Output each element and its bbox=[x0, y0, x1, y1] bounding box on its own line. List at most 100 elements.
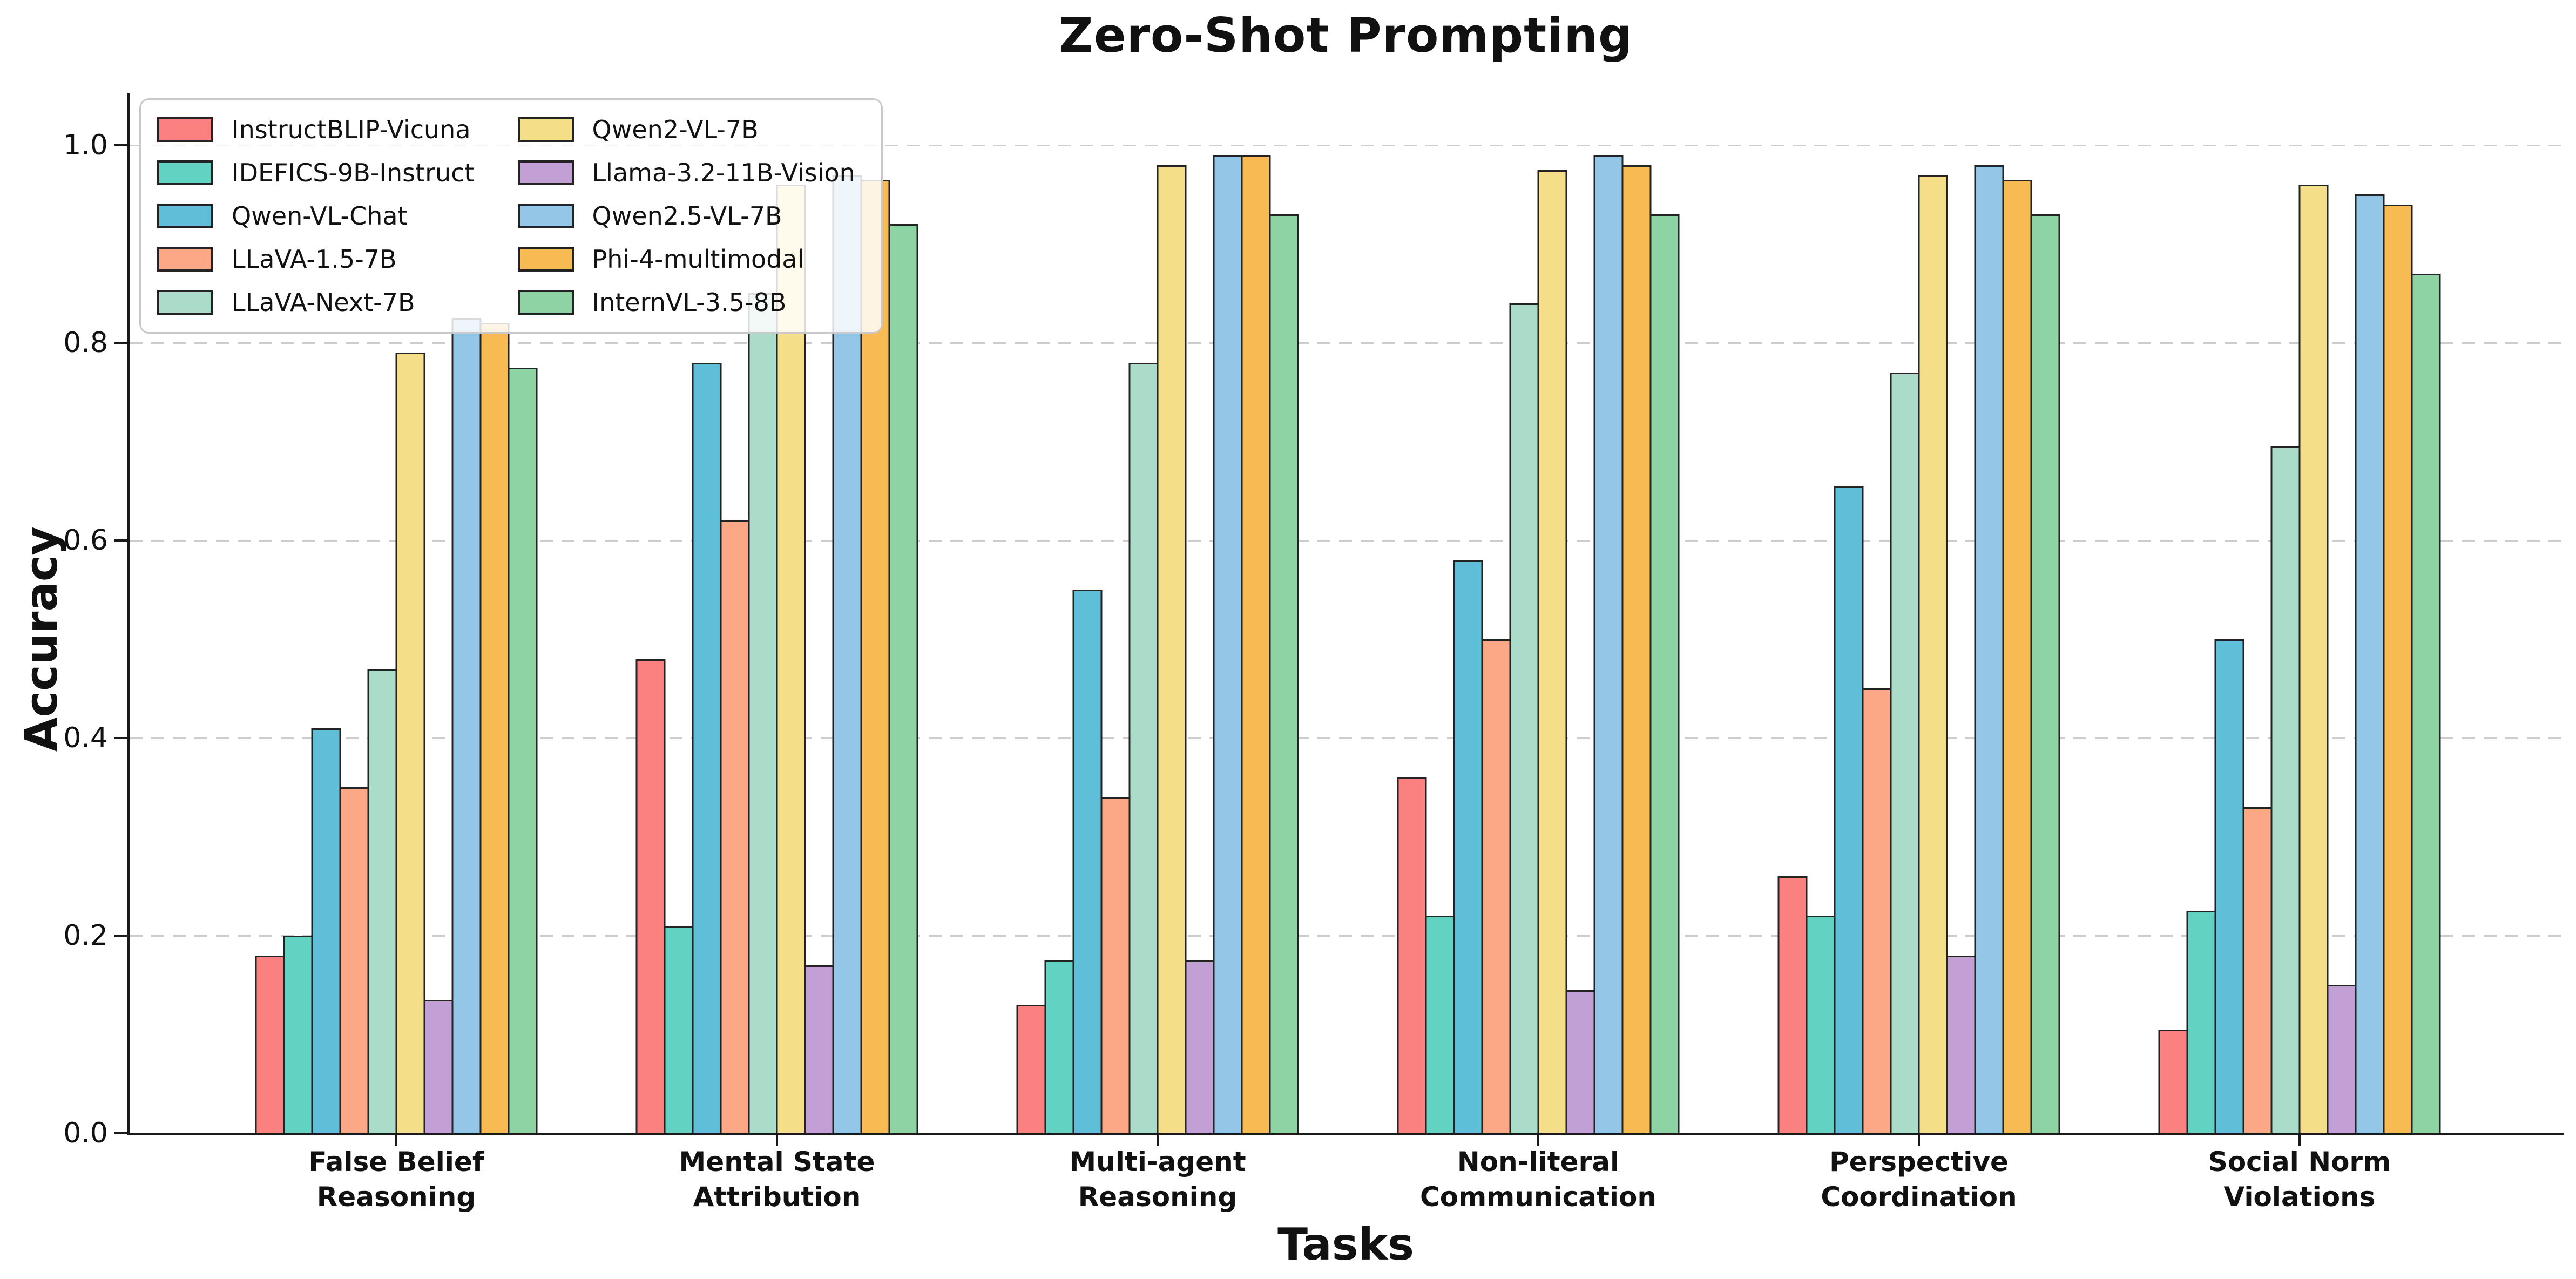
legend-item-idefics-9b-instruct: IDEFICS-9B-Instruct bbox=[157, 158, 475, 187]
x-tick-label-line: Communication bbox=[1420, 1181, 1657, 1213]
bar-llava-1-5-7b-non-literal-communication bbox=[1481, 639, 1511, 1133]
bar-instructblip-vicuna-multi-agent-reasoning bbox=[1016, 1005, 1046, 1133]
legend-item-qwen2-5-vl-7b: Qwen2.5-VL-7B bbox=[517, 201, 855, 231]
x-tick-label-non-literal-communication: Non-literal Communication bbox=[1420, 1145, 1657, 1215]
bar-llava-next-7b-non-literal-communication bbox=[1509, 303, 1539, 1133]
x-tick-label-line: Social Norm bbox=[2208, 1146, 2391, 1178]
x-tick-label-line: Multi-agent bbox=[1069, 1146, 1246, 1178]
legend-label-qwen-vl-chat: Qwen-VL-Chat bbox=[232, 201, 408, 231]
x-tick-label-line: Perspective bbox=[1829, 1146, 2009, 1178]
bar-group-mental-state-attribution bbox=[635, 175, 918, 1133]
legend-item-llava-next-7b: LLaVA-Next-7B bbox=[157, 288, 475, 317]
y-tick-label-1.0: 1.0 bbox=[63, 129, 108, 161]
bar-qwen2-vl-7b-multi-agent-reasoning bbox=[1157, 165, 1187, 1133]
bar-qwen2-vl-7b-non-literal-communication bbox=[1537, 170, 1567, 1133]
bar-llava-1-5-7b-perspective-coordination bbox=[1862, 688, 1892, 1133]
chart-title: Zero-Shot Prompting bbox=[1059, 8, 1633, 63]
bar-qwen2-5-vl-7b-perspective-coordination bbox=[1974, 165, 2004, 1133]
legend-item-internvl-3-5-8b: InternVL-3.5-8B bbox=[517, 288, 855, 317]
y-tick-0.2 bbox=[114, 935, 127, 937]
legend-item-llava-1-5-7b: LLaVA-1.5-7B bbox=[157, 245, 475, 274]
x-tick-false-belief-reasoning bbox=[395, 1135, 397, 1146]
bar-llava-next-7b-perspective-coordination bbox=[1890, 373, 1920, 1133]
bar-qwen2-5-vl-7b-non-literal-communication bbox=[1593, 155, 1624, 1133]
bar-phi-4-multimodal-social-norm-violations bbox=[2383, 205, 2413, 1133]
y-axis-spine bbox=[127, 93, 130, 1135]
bar-llava-1-5-7b-social-norm-violations bbox=[2242, 807, 2273, 1133]
x-tick-label-line: Reasoning bbox=[316, 1181, 476, 1213]
bar-phi-4-multimodal-non-literal-communication bbox=[1621, 165, 1652, 1133]
legend-swatch-llava-1-5-7b bbox=[157, 247, 213, 272]
y-tick-0.8 bbox=[114, 342, 127, 344]
gridline-y-0.4 bbox=[130, 737, 2562, 739]
gridline-y-1.0 bbox=[130, 145, 2562, 146]
bar-group-multi-agent-reasoning bbox=[1016, 155, 1299, 1133]
bar-instructblip-vicuna-social-norm-violations bbox=[2158, 1030, 2188, 1133]
x-tick-label-multi-agent-reasoning: Multi-agent Reasoning bbox=[1069, 1145, 1246, 1215]
x-tick-label-line: Violations bbox=[2223, 1181, 2376, 1213]
bar-phi-4-multimodal-multi-agent-reasoning bbox=[1241, 155, 1271, 1133]
bar-llava-1-5-7b-multi-agent-reasoning bbox=[1100, 797, 1131, 1133]
bar-instructblip-vicuna-non-literal-communication bbox=[1397, 777, 1427, 1133]
x-tick-perspective-coordination bbox=[1918, 1135, 1920, 1146]
gridline-y-0.2 bbox=[130, 935, 2562, 937]
x-tick-label-line: Non-literal bbox=[1457, 1146, 1620, 1178]
bar-llava-next-7b-multi-agent-reasoning bbox=[1128, 363, 1159, 1133]
bar-instructblip-vicuna-mental-state-attribution bbox=[635, 659, 666, 1133]
x-tick-label-perspective-coordination: Perspective Coordination bbox=[1821, 1145, 2017, 1215]
legend-label-qwen2-5-vl-7b: Qwen2.5-VL-7B bbox=[592, 201, 782, 231]
y-tick-label-0.2: 0.2 bbox=[63, 919, 108, 952]
x-tick-non-literal-communication bbox=[1537, 1135, 1539, 1146]
legend-label-phi-4-multimodal: Phi-4-multimodal bbox=[592, 245, 804, 274]
legend-item-qwen2-vl-7b: Qwen2-VL-7B bbox=[517, 115, 855, 144]
bar-idefics-9b-instruct-mental-state-attribution bbox=[664, 926, 694, 1133]
bar-internvl-3-5-8b-multi-agent-reasoning bbox=[1269, 214, 1299, 1133]
legend-swatch-internvl-3-5-8b bbox=[517, 290, 574, 315]
bar-group-false-belief-reasoning bbox=[255, 318, 538, 1133]
bar-llama-3-2-11b-vision-non-literal-communication bbox=[1565, 990, 1595, 1133]
bar-llama-3-2-11b-vision-multi-agent-reasoning bbox=[1185, 960, 1215, 1133]
legend-label-internvl-3-5-8b: InternVL-3.5-8B bbox=[592, 288, 787, 317]
bar-llama-3-2-11b-vision-perspective-coordination bbox=[1946, 956, 1976, 1133]
bar-llama-3-2-11b-vision-mental-state-attribution bbox=[804, 965, 834, 1133]
x-tick-label-line: Coordination bbox=[1821, 1181, 2017, 1213]
x-axis-spine bbox=[127, 1133, 2564, 1135]
bar-qwen2-5-vl-7b-multi-agent-reasoning bbox=[1213, 155, 1243, 1133]
bar-instructblip-vicuna-perspective-coordination bbox=[1777, 876, 1808, 1133]
y-tick-label-0.0: 0.0 bbox=[63, 1117, 108, 1149]
bar-phi-4-multimodal-false-belief-reasoning bbox=[479, 323, 510, 1133]
bar-idefics-9b-instruct-multi-agent-reasoning bbox=[1044, 960, 1074, 1133]
bar-internvl-3-5-8b-perspective-coordination bbox=[2030, 214, 2060, 1133]
y-tick-0.4 bbox=[114, 737, 127, 739]
x-tick-multi-agent-reasoning bbox=[1157, 1135, 1159, 1146]
legend-item-phi-4-multimodal: Phi-4-multimodal bbox=[517, 245, 855, 274]
legend-swatch-instructblip-vicuna bbox=[157, 117, 213, 142]
legend-swatch-qwen2-5-vl-7b bbox=[517, 204, 574, 228]
x-tick-label-line: Attribution bbox=[693, 1181, 861, 1213]
y-axis-label: Accuracy bbox=[16, 526, 67, 752]
legend-item-instructblip-vicuna: InstructBLIP-Vicuna bbox=[157, 115, 475, 144]
bar-llava-1-5-7b-mental-state-attribution bbox=[720, 520, 750, 1133]
legend-swatch-phi-4-multimodal bbox=[517, 247, 574, 272]
bar-llava-1-5-7b-false-belief-reasoning bbox=[339, 787, 369, 1133]
bar-qwen2-vl-7b-mental-state-attribution bbox=[776, 185, 806, 1133]
bar-llama-3-2-11b-vision-social-norm-violations bbox=[2327, 985, 2357, 1133]
legend-swatch-qwen2-vl-7b bbox=[517, 117, 574, 142]
bar-idefics-9b-instruct-perspective-coordination bbox=[1806, 916, 1836, 1133]
bar-group-non-literal-communication bbox=[1397, 155, 1680, 1133]
legend-swatch-idefics-9b-instruct bbox=[157, 160, 213, 185]
bar-internvl-3-5-8b-false-belief-reasoning bbox=[508, 368, 538, 1133]
legend-swatch-qwen-vl-chat bbox=[157, 204, 213, 228]
bar-idefics-9b-instruct-non-literal-communication bbox=[1425, 916, 1455, 1133]
bar-qwen-vl-chat-mental-state-attribution bbox=[692, 363, 722, 1133]
legend-label-llava-1-5-7b: LLaVA-1.5-7B bbox=[232, 245, 397, 274]
legend-label-qwen2-vl-7b: Qwen2-VL-7B bbox=[592, 115, 759, 144]
gridline-y-0.8 bbox=[130, 342, 2562, 344]
bar-group-perspective-coordination bbox=[1777, 165, 2060, 1133]
bar-internvl-3-5-8b-social-norm-violations bbox=[2411, 274, 2441, 1133]
bar-internvl-3-5-8b-non-literal-communication bbox=[1649, 214, 1680, 1133]
legend-label-llama-3-2-11b-vision: Llama-3.2-11B-Vision bbox=[592, 158, 855, 187]
bar-qwen-vl-chat-social-norm-violations bbox=[2214, 639, 2244, 1133]
bar-qwen-vl-chat-perspective-coordination bbox=[1834, 486, 1864, 1133]
y-tick-label-0.4: 0.4 bbox=[63, 722, 108, 754]
